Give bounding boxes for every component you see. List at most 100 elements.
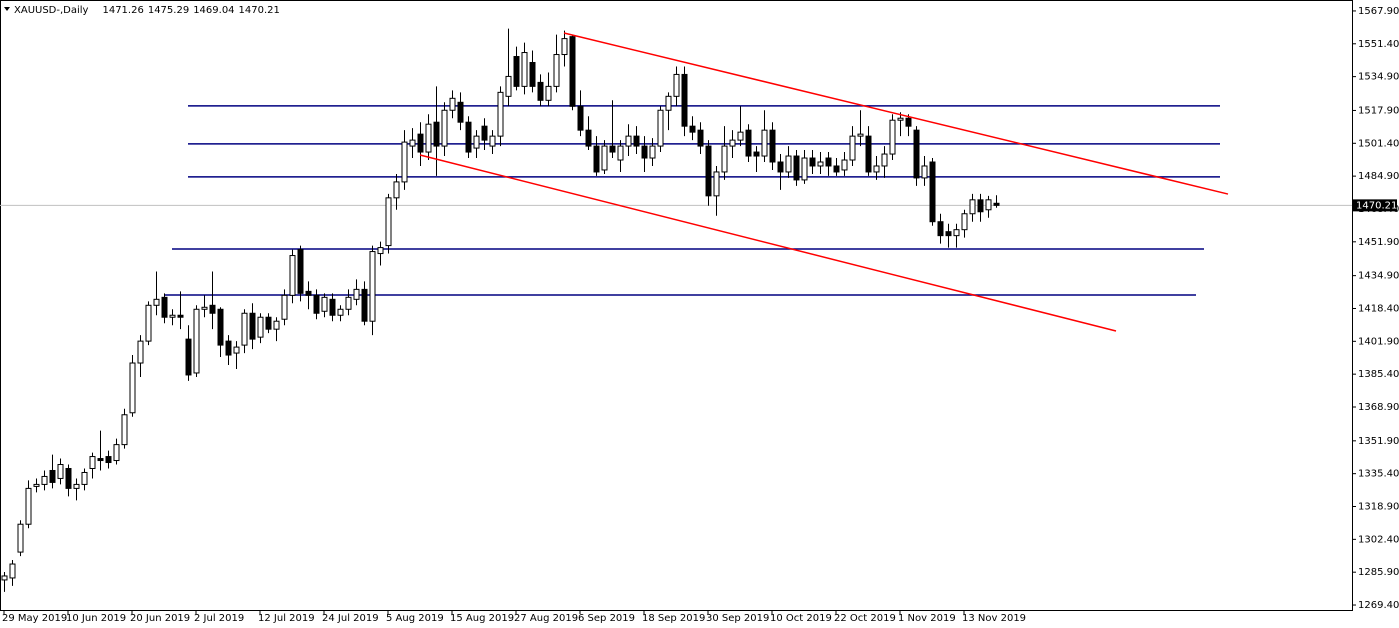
candle-body (817, 161, 824, 167)
x-tick-label: 13 Nov 2019 (962, 613, 1026, 624)
candle-body (489, 135, 496, 147)
trendline (419, 154, 1117, 332)
candle-body (481, 125, 488, 141)
header-values: 1471.26 1475.29 1469.04 1470.21 (102, 5, 279, 16)
candle-body (225, 340, 232, 356)
candle-body (209, 304, 216, 314)
y-tick-label: 1285.90 (1358, 567, 1399, 578)
y-tick-label: 1335.40 (1358, 469, 1399, 480)
candle-body (537, 81, 544, 101)
candle-body (833, 165, 840, 173)
candle-body (313, 294, 320, 314)
candle-body (689, 125, 696, 133)
x-tick-label: 2 Jul 2019 (194, 613, 244, 624)
candle-body (33, 483, 40, 487)
candle-body (929, 161, 936, 223)
x-tick-label: 12 Jul 2019 (258, 613, 315, 624)
candle-body (233, 346, 240, 354)
candle-body (681, 73, 688, 127)
y-tick-label: 1318.90 (1358, 502, 1399, 513)
candle-body (425, 123, 432, 153)
candle-body (113, 444, 120, 462)
candle-body (593, 145, 600, 173)
x-tick-label: 10 Oct 2019 (770, 613, 832, 624)
candle-body (705, 145, 712, 197)
candle-body (73, 483, 80, 489)
x-tick-label: 18 Sep 2019 (642, 613, 705, 624)
candle-body (17, 523, 24, 553)
y-tick-label: 1434.90 (1358, 271, 1399, 282)
candle-body (921, 165, 928, 179)
header-arrow (4, 7, 10, 11)
candle-body (889, 119, 896, 155)
candle-body (97, 458, 104, 462)
last-price-tag (1353, 199, 1397, 212)
candle-body (137, 340, 144, 364)
candle-body (849, 135, 856, 161)
y-tick-label: 1451.90 (1358, 237, 1399, 248)
x-tick-label: 27 Aug 2019 (514, 613, 578, 624)
candle-body (193, 308, 200, 374)
header-value: 1475.29 (148, 5, 189, 16)
candle-body (673, 73, 680, 97)
y-tick-label: 1501.40 (1358, 138, 1399, 149)
candle-body (25, 487, 32, 525)
symbol: XAUUSD-,Daily (14, 5, 89, 16)
candle-body (185, 338, 192, 376)
x-tick-label: 20 Jun 2019 (130, 613, 190, 624)
candle-body (745, 129, 752, 157)
candle-body (121, 414, 128, 446)
candle-body (785, 155, 792, 173)
candle-body (265, 316, 272, 330)
x-tick-label: 22 Oct 2019 (834, 613, 896, 624)
x-tick-label: 24 Jul 2019 (322, 613, 379, 624)
candle-body (857, 133, 864, 137)
candle-body (729, 139, 736, 147)
candle-body (65, 467, 72, 489)
candle-body (697, 129, 704, 147)
candle-body (153, 298, 160, 306)
candle-body (169, 314, 176, 318)
candle-body (433, 121, 440, 147)
candle-body (273, 320, 280, 330)
candle-body (473, 135, 480, 149)
candle-body (369, 251, 376, 322)
candle-body (289, 255, 296, 296)
y-tick-label: 1368.90 (1358, 402, 1399, 413)
candle-body (873, 165, 880, 173)
x-tick-label: 5 Aug 2019 (386, 613, 444, 624)
y-tick-label: 1551.40 (1358, 39, 1399, 50)
candle-body (257, 316, 264, 338)
candle-body (217, 308, 224, 346)
candle-body (993, 202, 1000, 206)
candle-body (641, 145, 648, 159)
candle-body (441, 109, 448, 147)
candle-body (633, 135, 640, 147)
y-tick-label: 1269.40 (1358, 600, 1399, 611)
candle-body (721, 145, 728, 173)
candle-body (521, 52, 528, 87)
candle-body (825, 157, 832, 167)
candle-body (985, 199, 992, 211)
candle-body (401, 141, 408, 183)
candle-body (625, 135, 632, 147)
candle-body (769, 129, 776, 163)
candle-body (801, 157, 808, 181)
candle-body (201, 306, 208, 310)
y-tick-label: 1484.90 (1358, 171, 1399, 182)
candle-body (713, 171, 720, 197)
candle-body (417, 133, 424, 153)
candle-body (777, 161, 784, 173)
candle-body (393, 181, 400, 199)
trendline (563, 32, 1229, 195)
candle-body (881, 153, 888, 167)
candle-body (145, 304, 152, 342)
candle-body (41, 475, 48, 485)
y-tick-label: 1401.90 (1358, 336, 1399, 347)
candle-body (241, 312, 248, 346)
candle-body (649, 145, 656, 159)
candle-body (793, 155, 800, 181)
candle-body (49, 469, 56, 483)
candle-body (321, 296, 328, 312)
